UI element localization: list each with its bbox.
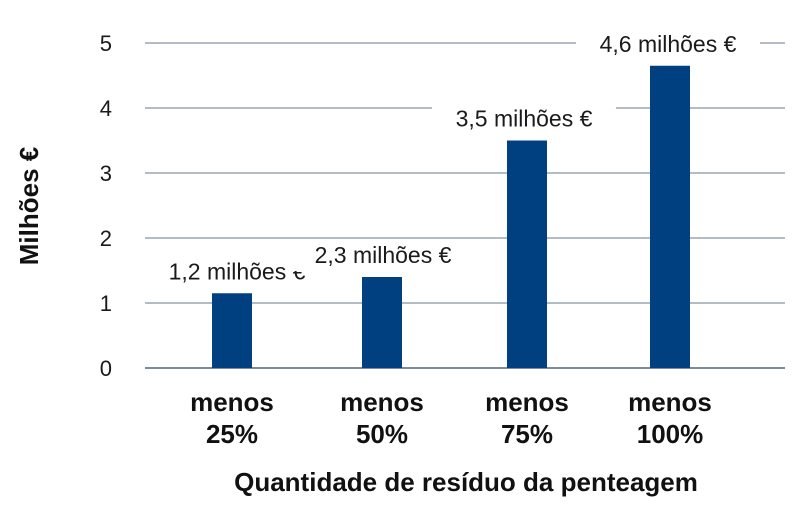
bar xyxy=(507,140,547,368)
y-tick-label: 4 xyxy=(100,96,112,121)
data-label-bg xyxy=(576,29,760,60)
data-label: 4,6 milhões € xyxy=(600,31,737,57)
x-category-label: menos xyxy=(190,387,274,417)
x-category-label: 25% xyxy=(206,419,258,449)
y-tick-label: 2 xyxy=(100,226,112,251)
x-category-label: menos xyxy=(628,387,712,417)
data-label-bg xyxy=(291,241,475,271)
x-category-label: 75% xyxy=(501,419,553,449)
bar xyxy=(212,293,252,368)
data-label: 1,2 milhões € xyxy=(169,258,306,284)
y-axis-title: Milhões € xyxy=(14,147,44,265)
bars xyxy=(212,65,690,368)
x-category-label: menos xyxy=(340,387,424,417)
data-label: 2,3 milhões € xyxy=(315,242,452,268)
x-category-label: menos xyxy=(485,387,569,417)
bar xyxy=(650,65,690,368)
data-label: 3,5 milhões € xyxy=(456,106,593,132)
x-category-label: 100% xyxy=(637,419,704,449)
y-axis-ticks: 0 1 2 3 4 5 xyxy=(100,31,112,381)
y-tick-label: 3 xyxy=(100,161,112,186)
y-tick-label: 5 xyxy=(100,31,112,56)
data-labels: 1,2 milhões € 2,3 milhões € 3,5 milhões € 4… xyxy=(145,29,760,288)
bar xyxy=(362,277,402,368)
data-label-bg xyxy=(432,104,616,135)
x-axis-title: Quantidade de resíduo da penteagem xyxy=(234,467,698,497)
x-category-label: 50% xyxy=(356,419,408,449)
y-tick-label: 1 xyxy=(100,291,112,316)
y-tick-label: 0 xyxy=(100,356,112,381)
